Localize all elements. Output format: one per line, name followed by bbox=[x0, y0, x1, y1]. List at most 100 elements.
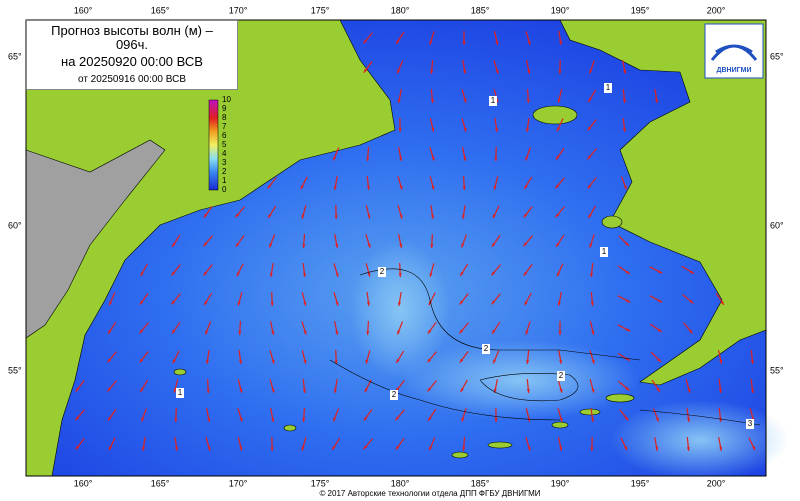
contour-label: 2 bbox=[392, 390, 397, 399]
lon-label: 175° bbox=[311, 478, 330, 488]
wave-arrow-head bbox=[524, 301, 528, 306]
wave-arrow-head bbox=[557, 98, 561, 103]
wave-arrow-head bbox=[559, 417, 563, 422]
wave-arrow-head bbox=[207, 417, 211, 422]
wave-arrow-head bbox=[658, 299, 663, 303]
wave-arrow-head bbox=[366, 302, 370, 306]
colorbar-label: 7 bbox=[222, 122, 227, 131]
wave-arrow-head bbox=[556, 155, 560, 160]
wave-arrow-head bbox=[625, 242, 629, 246]
frame bbox=[25, 19, 767, 477]
wave-arrow-head bbox=[108, 446, 112, 451]
land bbox=[559, 19, 767, 386]
logo bbox=[704, 23, 764, 79]
lon-label: 185° bbox=[471, 5, 490, 15]
wave-arrow-head bbox=[559, 359, 563, 364]
contour-label: 3 bbox=[748, 419, 753, 428]
footer: © 2017 Авторские технологии отдела ДПП Ф… bbox=[319, 489, 540, 498]
contour-label: 2 bbox=[380, 267, 385, 276]
wave-arrow-head bbox=[366, 186, 370, 190]
colorbar-label: 3 bbox=[222, 158, 227, 167]
wave-arrow-head bbox=[365, 359, 369, 364]
wave-field bbox=[350, 240, 450, 380]
contour-label: 1 bbox=[602, 247, 607, 256]
wave-arrow-head bbox=[719, 446, 723, 451]
lat-label: 65° bbox=[8, 51, 22, 61]
wave-arrow-head bbox=[173, 388, 177, 393]
wave-arrow-head bbox=[107, 416, 112, 421]
wave-field bbox=[400, 340, 640, 420]
wave-arrow-head bbox=[109, 301, 113, 306]
wave-arrow-head bbox=[399, 214, 403, 219]
wave-arrow-head bbox=[622, 128, 626, 132]
wave-arrow-head bbox=[526, 99, 530, 103]
wave-arrow-head bbox=[462, 186, 466, 190]
wave-arrow-head bbox=[171, 300, 176, 305]
colorbar-label: 6 bbox=[222, 131, 227, 140]
wave-arrow-head bbox=[235, 213, 240, 218]
colorbar-label: 1 bbox=[222, 176, 227, 185]
wave-arrow-head bbox=[430, 70, 434, 74]
wave-arrow-head bbox=[302, 389, 306, 393]
wave-arrow-head bbox=[206, 389, 210, 393]
wave-arrow-head bbox=[626, 328, 631, 332]
wave-arrow-head bbox=[398, 128, 402, 132]
wave-arrow-head bbox=[556, 127, 560, 132]
wave-arrow-head bbox=[686, 418, 691, 422]
wave-arrow-head bbox=[655, 417, 659, 422]
wave-arrow-head bbox=[495, 40, 499, 45]
wave-arrow-head bbox=[363, 416, 368, 421]
wave-arrow-head bbox=[463, 98, 467, 103]
wave-arrow-head bbox=[459, 358, 464, 363]
wave-arrow-head bbox=[559, 446, 563, 451]
wave-arrow-head bbox=[626, 299, 631, 303]
wave-arrow-head bbox=[719, 359, 723, 364]
wave-arrow-head bbox=[397, 69, 401, 74]
wave-arrow-head bbox=[461, 417, 465, 422]
wave-arrow-head bbox=[590, 418, 595, 422]
wave-arrow-head bbox=[366, 331, 370, 335]
colorbar-label: 10 bbox=[222, 95, 231, 104]
contour-label: 2 bbox=[484, 344, 489, 353]
wave-arrow-head bbox=[493, 359, 497, 364]
wave-arrow-head bbox=[429, 446, 433, 451]
island bbox=[451, 451, 469, 459]
wave-arrow-head bbox=[399, 185, 403, 190]
wave-arrow-head bbox=[397, 330, 401, 335]
wave-arrow-head bbox=[622, 99, 626, 103]
wave-arrow-head bbox=[399, 243, 403, 248]
wave-arrow-head bbox=[491, 242, 496, 247]
wave-arrow-head bbox=[657, 358, 661, 362]
wave-arrow-head bbox=[335, 243, 339, 248]
wave-arrow-head bbox=[590, 447, 594, 451]
wave-arrow-head bbox=[428, 301, 432, 306]
wave-arrow-head bbox=[623, 69, 627, 74]
wave-arrow-head bbox=[589, 69, 593, 74]
wave-arrow-head bbox=[589, 243, 593, 248]
wave-arrow-head bbox=[302, 244, 306, 248]
wave-arrow-head bbox=[236, 272, 240, 277]
wave-arrow-head bbox=[624, 416, 629, 421]
wave-arrow-head bbox=[396, 39, 400, 44]
wave-arrow-head bbox=[459, 329, 464, 334]
contour-label: 1 bbox=[491, 96, 496, 105]
lon-label: 165° bbox=[151, 478, 170, 488]
wave-arrow-head bbox=[430, 244, 434, 248]
wave-arrow-head bbox=[590, 302, 594, 306]
wave-arrow-head bbox=[395, 445, 400, 450]
wave-arrow-head bbox=[587, 184, 592, 189]
contour-label: 2 bbox=[559, 371, 564, 380]
contour-label: 1 bbox=[178, 388, 183, 397]
wave-arrow-head bbox=[558, 70, 562, 74]
wave-arrow-head bbox=[203, 213, 208, 218]
wave-arrow-head bbox=[588, 98, 592, 103]
wave-arrow-head bbox=[587, 126, 592, 131]
colorbar-label: 9 bbox=[222, 104, 227, 113]
wave-arrow-head bbox=[587, 155, 592, 160]
wave-arrow-head bbox=[363, 68, 368, 73]
wave-arrow-head bbox=[363, 445, 368, 450]
wave-arrow-head bbox=[626, 357, 630, 361]
issued-time: от 20250916 00:00 ВСВ bbox=[77, 74, 186, 85]
wave-arrow-head bbox=[235, 242, 240, 247]
colorbar bbox=[208, 99, 219, 191]
